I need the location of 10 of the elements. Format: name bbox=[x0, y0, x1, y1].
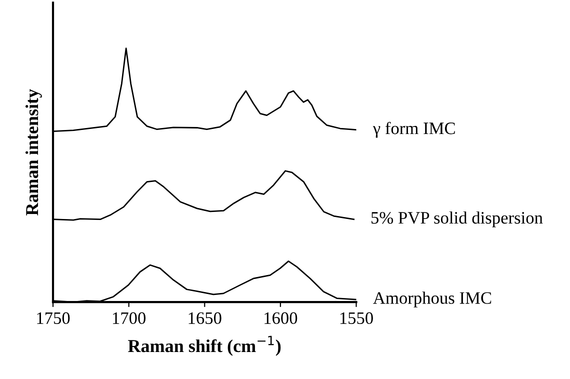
y-axis-title: Raman intensity bbox=[25, 89, 42, 216]
x-tick-label: 1750 bbox=[37, 312, 70, 324]
x-axis-title: Raman shift (cm$^{−1}$) bbox=[128, 336, 281, 356]
x-tick-label: 1550 bbox=[340, 312, 373, 324]
series-label: 5% PVP solid dispersion bbox=[372, 211, 543, 228]
x-tick-label: 1600 bbox=[264, 312, 298, 324]
series-label: γ form IMC bbox=[372, 122, 455, 138]
x-tick-label: 1650 bbox=[188, 312, 222, 324]
series-label: Amorphous IMC bbox=[373, 292, 492, 308]
x-tick-label: 1700 bbox=[112, 312, 146, 324]
